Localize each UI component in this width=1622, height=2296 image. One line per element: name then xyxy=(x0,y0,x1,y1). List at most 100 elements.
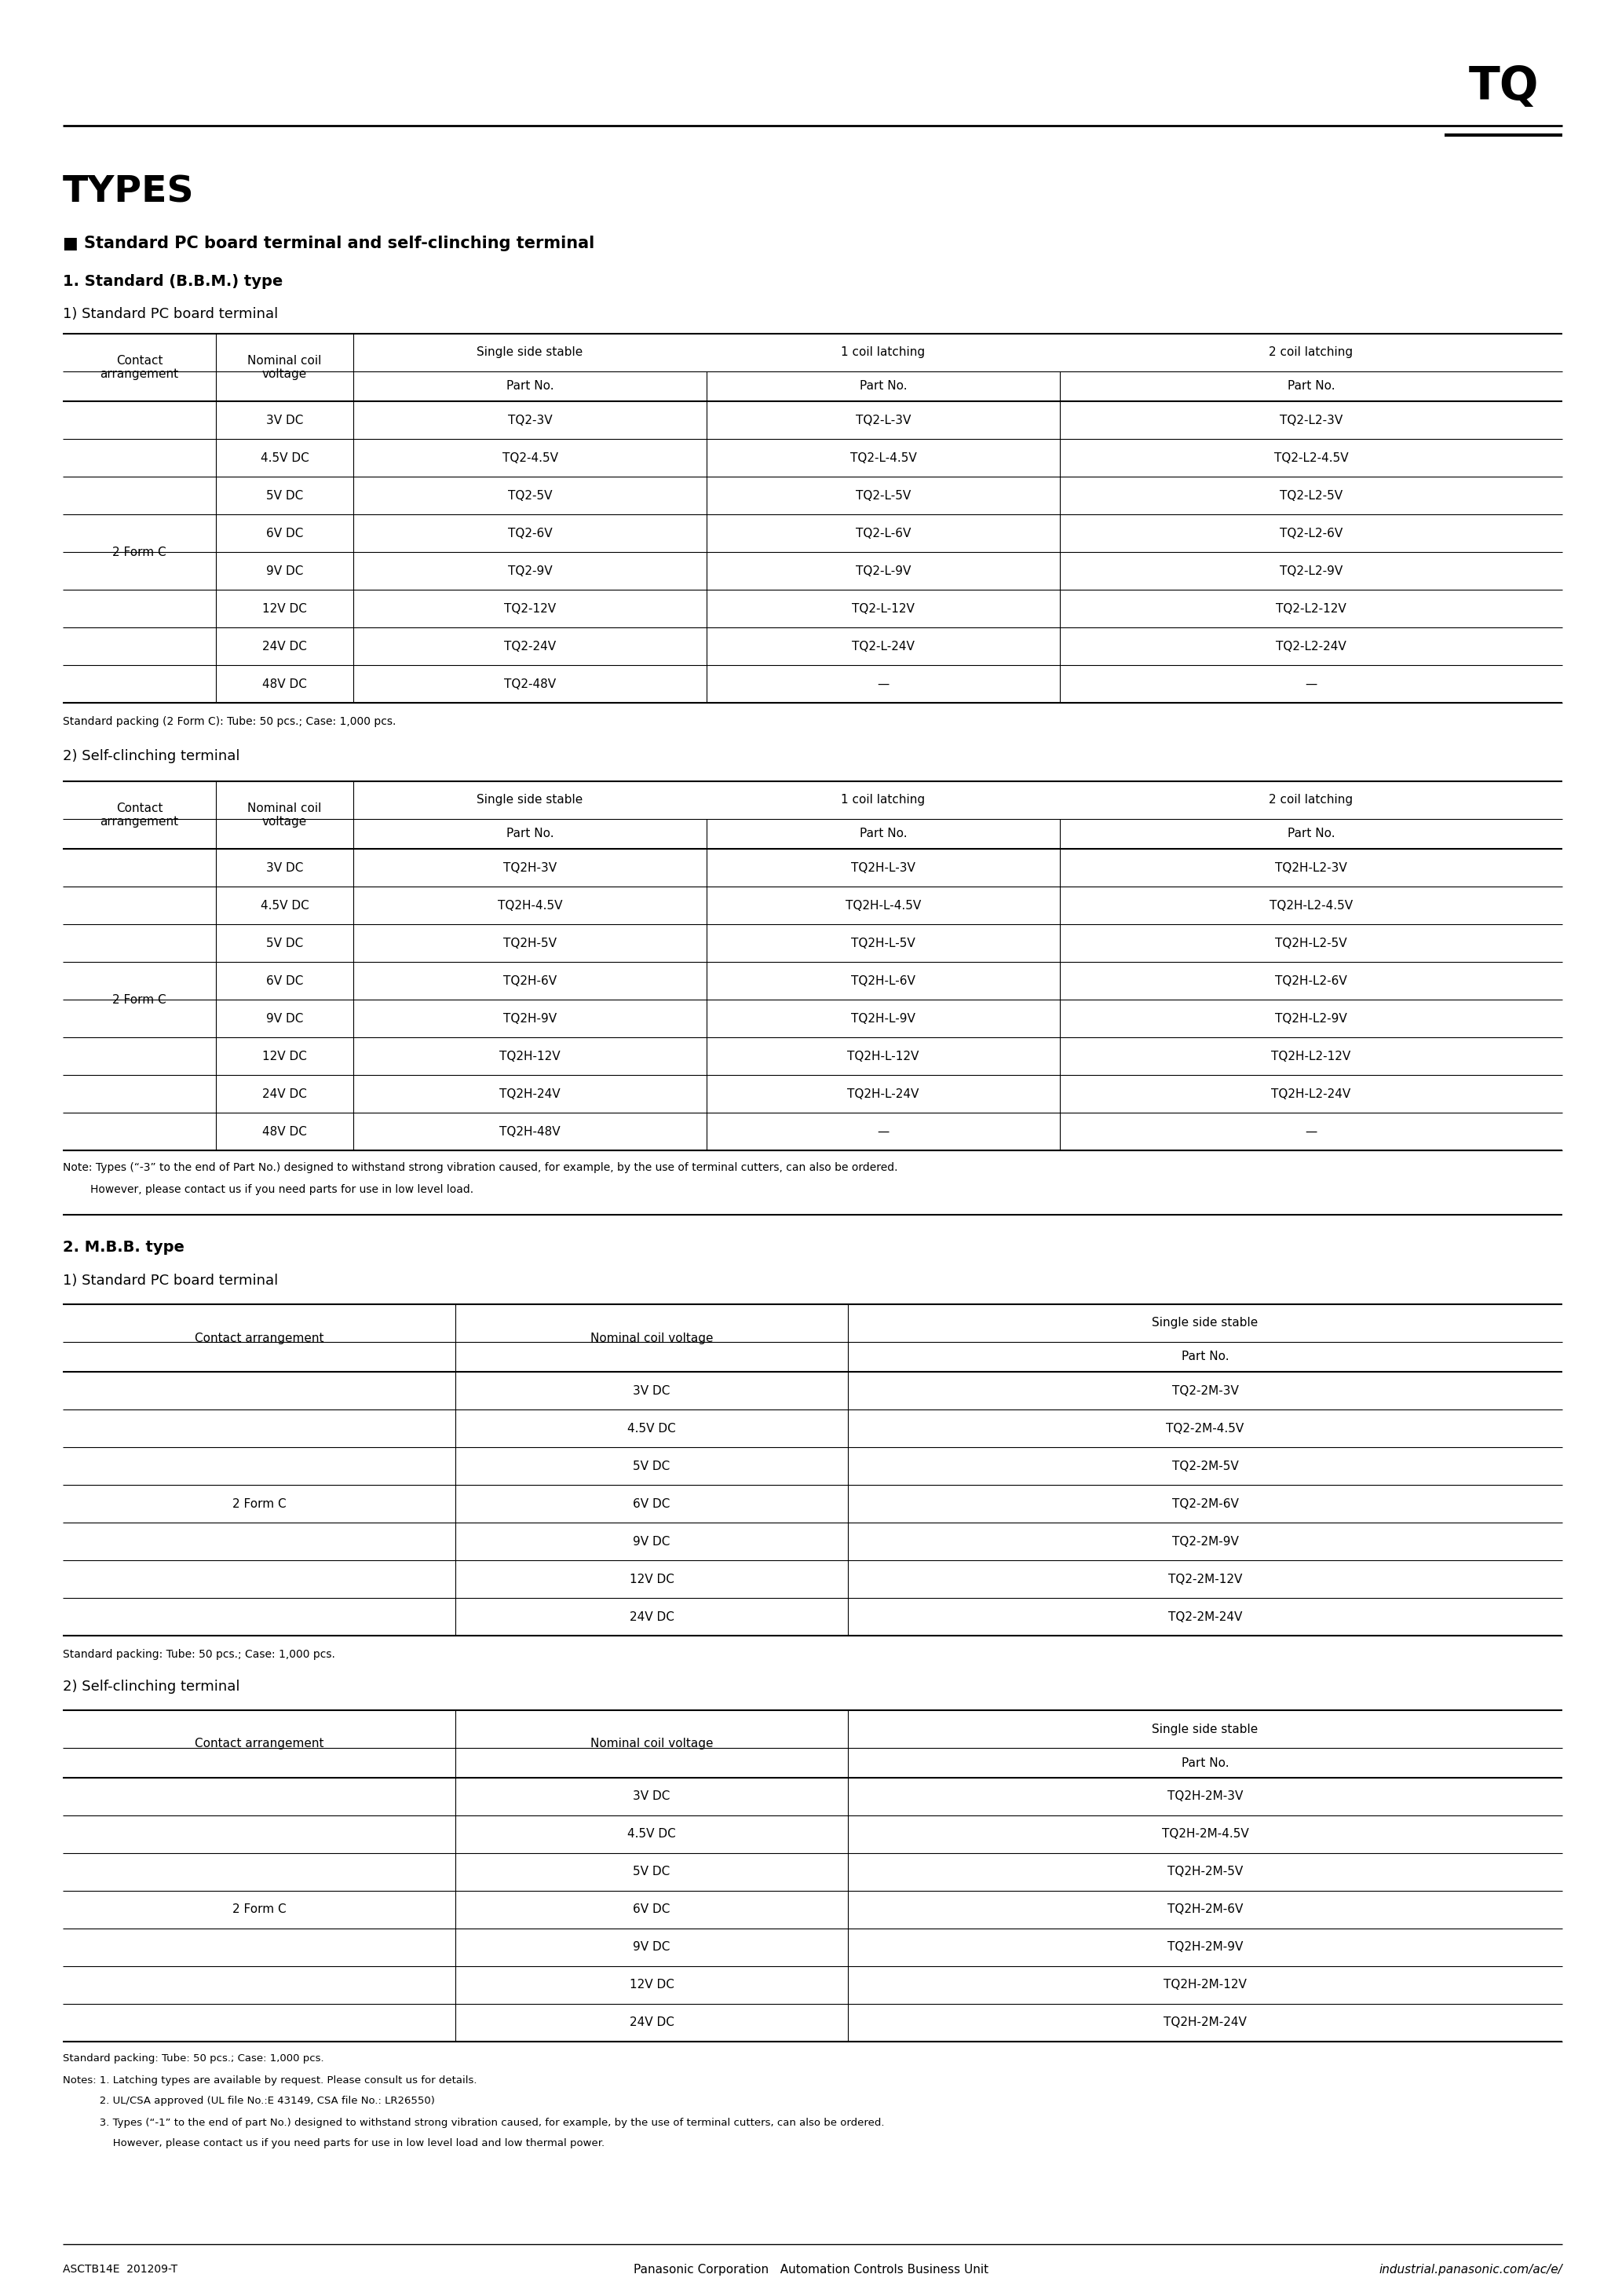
Text: However, please contact us if you need parts for use in low level load.: However, please contact us if you need p… xyxy=(63,1185,474,1196)
Text: TQ2-2M-5V: TQ2-2M-5V xyxy=(1171,1460,1238,1472)
Text: TQ2H-L2-12V: TQ2H-L2-12V xyxy=(1272,1049,1351,1063)
Text: TQ2-2M-24V: TQ2-2M-24V xyxy=(1168,1612,1242,1623)
Text: 1. Standard (B.B.M.) type: 1. Standard (B.B.M.) type xyxy=(63,273,282,289)
Text: 6V DC: 6V DC xyxy=(266,976,303,987)
Text: Part No.: Part No. xyxy=(506,829,553,840)
Text: TQ2-L-3V: TQ2-L-3V xyxy=(855,413,912,427)
Text: TQ2H-L2-9V: TQ2H-L2-9V xyxy=(1275,1013,1348,1024)
Text: TQ2-4.5V: TQ2-4.5V xyxy=(503,452,558,464)
Text: Nominal coil voltage: Nominal coil voltage xyxy=(590,1738,714,1750)
Text: TQ2-L2-24V: TQ2-L2-24V xyxy=(1277,641,1346,652)
Text: —: — xyxy=(878,677,889,689)
Text: TQ2-2M-6V: TQ2-2M-6V xyxy=(1171,1497,1239,1508)
Text: TQ2-2M-12V: TQ2-2M-12V xyxy=(1168,1573,1242,1584)
Text: TQ2-L-12V: TQ2-L-12V xyxy=(852,602,915,615)
Text: Nominal coil
voltage: Nominal coil voltage xyxy=(248,801,321,829)
Text: TQ2H-L-24V: TQ2H-L-24V xyxy=(847,1088,920,1100)
Text: 5V DC: 5V DC xyxy=(633,1460,670,1472)
Text: TQ2H-3V: TQ2H-3V xyxy=(503,861,556,872)
Text: 5V DC: 5V DC xyxy=(633,1867,670,1878)
Text: TQ2-6V: TQ2-6V xyxy=(508,528,551,540)
Text: TQ2-2M-9V: TQ2-2M-9V xyxy=(1171,1536,1239,1548)
Text: 2) Self-clinching terminal: 2) Self-clinching terminal xyxy=(63,748,240,762)
Text: TQ2-L2-6V: TQ2-L2-6V xyxy=(1280,528,1343,540)
Text: 3V DC: 3V DC xyxy=(633,1384,670,1396)
Text: Contact
arrangement: Contact arrangement xyxy=(101,356,178,381)
Text: TQ2H-2M-9V: TQ2H-2M-9V xyxy=(1168,1942,1242,1954)
Text: —: — xyxy=(878,1125,889,1137)
Text: TQ2H-L-9V: TQ2H-L-9V xyxy=(852,1013,915,1024)
Text: TQ2H-L-6V: TQ2H-L-6V xyxy=(852,976,915,987)
Text: TQ2H-2M-6V: TQ2H-2M-6V xyxy=(1168,1903,1242,1915)
Text: TQ2-2M-4.5V: TQ2-2M-4.5V xyxy=(1166,1424,1244,1435)
Text: 48V DC: 48V DC xyxy=(263,677,307,689)
Text: —: — xyxy=(1306,1125,1317,1137)
Text: TQ2H-L2-3V: TQ2H-L2-3V xyxy=(1275,861,1348,872)
Text: TQ2-L-4.5V: TQ2-L-4.5V xyxy=(850,452,916,464)
Text: TQ2-2M-3V: TQ2-2M-3V xyxy=(1171,1384,1239,1396)
Text: Single side stable: Single side stable xyxy=(477,794,582,806)
Text: TQ2H-2M-5V: TQ2H-2M-5V xyxy=(1168,1867,1242,1878)
Text: 9V DC: 9V DC xyxy=(633,1536,670,1548)
Text: 1 coil latching: 1 coil latching xyxy=(842,794,925,806)
Text: TQ2H-48V: TQ2H-48V xyxy=(500,1125,561,1137)
Text: TQ2-L-6V: TQ2-L-6V xyxy=(855,528,912,540)
Text: Part No.: Part No. xyxy=(860,829,907,840)
Text: TQ2H-4.5V: TQ2H-4.5V xyxy=(498,900,563,912)
Text: Nominal coil
voltage: Nominal coil voltage xyxy=(248,356,321,381)
Text: Nominal coil voltage: Nominal coil voltage xyxy=(590,1332,714,1343)
Text: 24V DC: 24V DC xyxy=(629,2016,675,2030)
Text: 2 coil latching: 2 coil latching xyxy=(1268,794,1353,806)
Text: Standard packing: Tube: 50 pcs.; Case: 1,000 pcs.: Standard packing: Tube: 50 pcs.; Case: 1… xyxy=(63,1649,336,1660)
Text: 2 Form C: 2 Form C xyxy=(112,546,167,558)
Text: TQ2H-5V: TQ2H-5V xyxy=(503,937,556,948)
Text: TQ2H-6V: TQ2H-6V xyxy=(503,976,556,987)
Text: TQ2-L2-5V: TQ2-L2-5V xyxy=(1280,489,1343,501)
Text: Part No.: Part No. xyxy=(1288,829,1335,840)
Text: 24V DC: 24V DC xyxy=(263,641,307,652)
Text: TQ2-L-9V: TQ2-L-9V xyxy=(855,565,912,576)
Text: 2 coil latching: 2 coil latching xyxy=(1268,347,1353,358)
Text: 3V DC: 3V DC xyxy=(266,413,303,427)
Text: TQ2H-2M-24V: TQ2H-2M-24V xyxy=(1163,2016,1247,2030)
Text: 24V DC: 24V DC xyxy=(263,1088,307,1100)
Text: TQ2-12V: TQ2-12V xyxy=(504,602,556,615)
Text: —: — xyxy=(1306,677,1317,689)
Text: 12V DC: 12V DC xyxy=(629,1979,675,1991)
Text: 4.5V DC: 4.5V DC xyxy=(628,1424,676,1435)
Text: 4.5V DC: 4.5V DC xyxy=(261,900,308,912)
Text: TQ2H-L2-4.5V: TQ2H-L2-4.5V xyxy=(1270,900,1353,912)
Text: ■ Standard PC board terminal and self-clinching terminal: ■ Standard PC board terminal and self-cl… xyxy=(63,236,595,250)
Text: 24V DC: 24V DC xyxy=(629,1612,675,1623)
Text: 6V DC: 6V DC xyxy=(633,1497,670,1508)
Text: TQ2H-L-5V: TQ2H-L-5V xyxy=(852,937,915,948)
Text: TQ2-L2-12V: TQ2-L2-12V xyxy=(1277,602,1346,615)
Text: 12V DC: 12V DC xyxy=(629,1573,675,1584)
Text: TQ2H-2M-3V: TQ2H-2M-3V xyxy=(1168,1791,1242,1802)
Text: 2 Form C: 2 Form C xyxy=(112,994,167,1006)
Text: 12V DC: 12V DC xyxy=(263,602,307,615)
Text: TQ2H-L-3V: TQ2H-L-3V xyxy=(852,861,915,872)
Text: Part No.: Part No. xyxy=(506,381,553,393)
Text: 6V DC: 6V DC xyxy=(266,528,303,540)
Text: 2 Form C: 2 Form C xyxy=(232,1497,285,1508)
Text: TQ2H-9V: TQ2H-9V xyxy=(503,1013,556,1024)
Text: 1) Standard PC board terminal: 1) Standard PC board terminal xyxy=(63,308,277,321)
Text: 5V DC: 5V DC xyxy=(266,937,303,948)
Text: 3V DC: 3V DC xyxy=(266,861,303,872)
Text: 9V DC: 9V DC xyxy=(266,565,303,576)
Text: Part No.: Part No. xyxy=(1181,1756,1229,1768)
Text: 2 Form C: 2 Form C xyxy=(232,1903,285,1915)
Text: 2. M.B.B. type: 2. M.B.B. type xyxy=(63,1240,185,1256)
Text: TQ2H-2M-4.5V: TQ2H-2M-4.5V xyxy=(1161,1828,1249,1839)
Text: TQ2H-2M-12V: TQ2H-2M-12V xyxy=(1163,1979,1247,1991)
Text: TQ2H-L2-6V: TQ2H-L2-6V xyxy=(1275,976,1348,987)
Text: Single side stable: Single side stable xyxy=(477,347,582,358)
Text: ASCTB14E  201209-T: ASCTB14E 201209-T xyxy=(63,2264,177,2275)
Text: Part No.: Part No. xyxy=(1181,1350,1229,1364)
Text: 5V DC: 5V DC xyxy=(266,489,303,501)
Text: TQ2-L2-3V: TQ2-L2-3V xyxy=(1280,413,1343,427)
Text: Part No.: Part No. xyxy=(1288,381,1335,393)
Text: 3V DC: 3V DC xyxy=(633,1791,670,1802)
Text: TQ2-3V: TQ2-3V xyxy=(508,413,551,427)
